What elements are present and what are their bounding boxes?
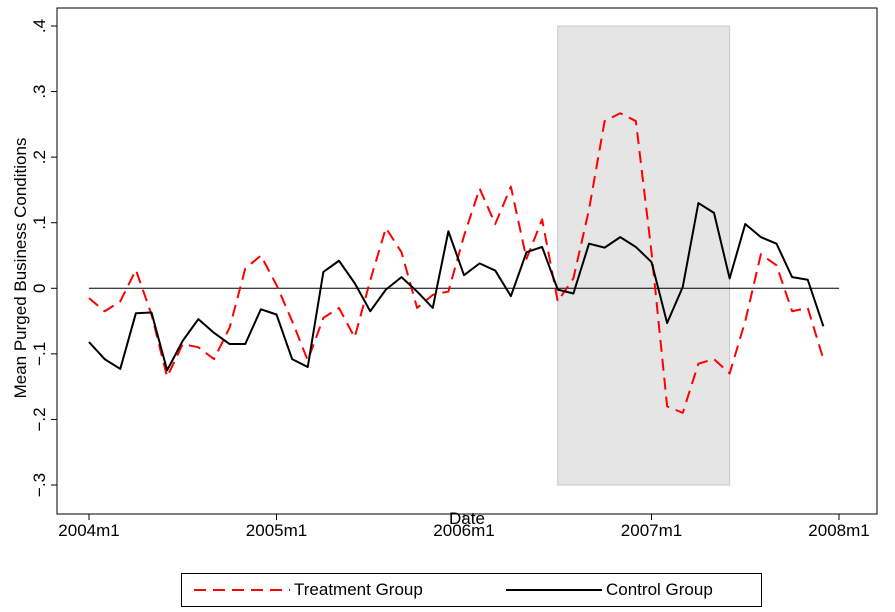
- x-tick-label: 2006m1: [433, 521, 494, 540]
- y-tick-label: −.1: [30, 342, 49, 366]
- y-tick-label: −.2: [30, 407, 49, 431]
- y-tick-label: .1: [30, 216, 49, 230]
- y-tick-label: .4: [30, 19, 49, 33]
- legend-label-treatment: Treatment Group: [294, 580, 423, 599]
- y-tick-label: .2: [30, 150, 49, 164]
- x-tick-label: 2007m1: [621, 521, 682, 540]
- x-axis-title: Date: [449, 509, 485, 528]
- y-tick-label: .3: [30, 84, 49, 98]
- legend-swatch-control: [506, 589, 602, 591]
- x-tick-label: 2008m1: [808, 521, 869, 540]
- line-chart: −.3−.2−.10.1.2.3.4 2004m1 2005m1 2006m1 200…: [11, 7, 878, 540]
- y-axis-title: Mean Purged Business Conditions: [11, 138, 30, 399]
- plot-area: [56, 7, 878, 515]
- x-tick-label: 2005m1: [246, 521, 307, 540]
- y-tick-label: 0: [30, 284, 49, 293]
- y-tick-label: −.3: [30, 473, 49, 497]
- series-line-control: [88, 202, 825, 372]
- legend-swatch-treatment: [194, 589, 290, 591]
- legend: Treatment Group Control Group: [181, 573, 762, 607]
- series-layer: [88, 112, 825, 414]
- x-tick-label: 2004m1: [58, 521, 119, 540]
- series-line-treatment: [88, 112, 825, 414]
- legend-label-control: Control Group: [606, 580, 713, 599]
- x-axis: 2004m1 2005m1 2006m1 2007m1 2008m1: [58, 514, 870, 540]
- y-axis: −.3 −.2 −.1 0 .1 .2 .3 .4: [30, 19, 57, 497]
